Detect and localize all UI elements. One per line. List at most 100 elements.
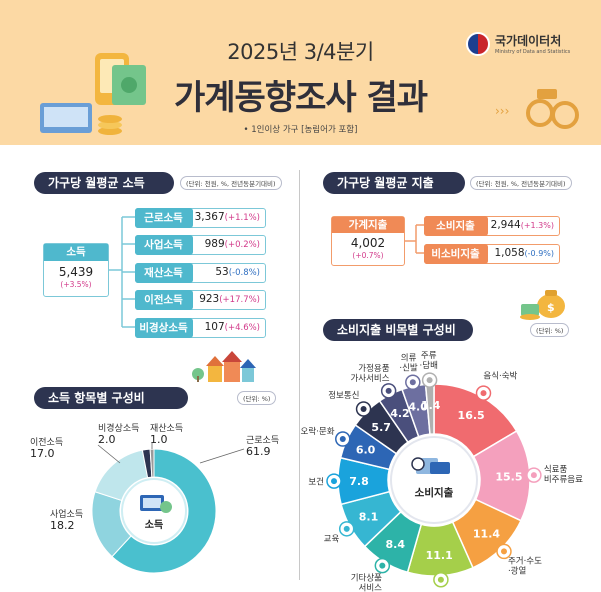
income-item-amount: 107	[204, 321, 225, 333]
income-total-value: 5,439	[58, 265, 94, 279]
income-item: 이전소득 923(+17.7%)	[134, 289, 266, 310]
slice-value: 11.4	[473, 528, 500, 541]
slice-label: 근로소득	[246, 435, 279, 446]
page-title: 가계동향조사 결과	[173, 78, 428, 118]
slice-label: 재산소득	[150, 423, 183, 434]
consumption-composition-unit: (단위: %)	[530, 323, 570, 337]
expense-total-box: 가계지출 4,002 (+0.7%)	[331, 216, 405, 266]
leader-line	[97, 444, 121, 464]
scope-note: • 1인이상 가구 [농림어가 포함]	[243, 125, 358, 135]
category-icon-dot	[409, 379, 416, 386]
houses-illustration	[192, 351, 256, 382]
consumption-composition-chart: 16.5음식·숙박15.5식료품비주류음료11.4주거·수도·광열11.1교통·…	[301, 351, 584, 592]
consumption-composition-title: 소비지출 비목별 구성비	[323, 319, 473, 341]
income-item: 재산소득 53(-0.8%)	[134, 262, 266, 283]
slice-value: 8.1	[359, 511, 379, 524]
income-section-title: 가구당 월평균 소득	[34, 172, 174, 194]
expense-item: 소비지출 2,944(+1.3%)	[423, 215, 560, 236]
slice-value: 1.0	[150, 433, 168, 446]
taegeuk-icon	[466, 32, 490, 56]
category-icon-dot	[530, 472, 537, 479]
expense-item-amount: 1,058	[494, 247, 525, 259]
slice-value: 17.0	[30, 447, 55, 460]
income-total-box: 소득 5,439 (+3.5%)	[43, 243, 109, 297]
income-total-label: 소득	[44, 244, 108, 261]
org-subtitle: Ministry of Data and Statistics	[495, 49, 571, 55]
income-item-change: (+1.1%)	[224, 213, 260, 223]
slice-value: 1.4	[421, 399, 441, 412]
income-item-value: 3,367(+1.1%)	[195, 209, 260, 227]
income-item-label: 재산소득	[134, 262, 193, 283]
income-item: 근로소득 3,367(+1.1%)	[134, 207, 266, 228]
income-item-change: (+4.6%)	[224, 323, 260, 333]
expense-item-change: (-0.9%)	[524, 249, 554, 258]
income-item-value: 107(+4.6%)	[205, 319, 260, 337]
income-item-amount: 3,367	[194, 211, 225, 223]
slice-label: 주거·수도 ·광열	[508, 557, 542, 577]
slice-value: 15.5	[495, 470, 522, 483]
expense-item-label: 소비지출	[423, 215, 488, 236]
income-item-amount: 923	[199, 293, 220, 305]
slice-label: 가정용품 가사서비스	[350, 363, 389, 384]
category-icon-dot	[343, 525, 350, 532]
chart-icon	[140, 495, 172, 513]
donut-center-label: 소득	[145, 519, 163, 531]
slice-value: 61.9	[246, 445, 271, 458]
expense-unit: (단위: 천원, %, 전년동분기대비)	[470, 176, 572, 190]
column-divider	[299, 170, 300, 580]
slice-label: 주류 ·담배	[420, 351, 438, 371]
slice-label: 교육	[324, 535, 340, 545]
slice-label: 비경상소득	[98, 422, 139, 434]
slice-value: 5.7	[371, 421, 391, 434]
pie-slice	[149, 448, 155, 478]
income-item-value: 989(+0.2%)	[205, 236, 260, 254]
income-item-amount: 989	[204, 238, 225, 250]
expense-item-label: 비소비지출	[423, 243, 488, 264]
expense-total-label: 가계지출	[332, 217, 404, 233]
category-icon-dot	[480, 390, 487, 397]
slice-value: 18.2	[50, 519, 75, 532]
income-item-label: 비경상소득	[134, 317, 193, 338]
slice-label: 보건	[308, 476, 324, 487]
expense-total-change: (+0.7%)	[352, 251, 384, 260]
org-logo: 국가데이터처 Ministry of Data and Statistics	[466, 30, 586, 62]
pie-slice	[111, 448, 217, 574]
slice-value: 6.0	[356, 443, 376, 456]
category-icon-dot	[500, 548, 507, 555]
income-total-change: (+3.5%)	[60, 280, 92, 289]
category-icon-dot	[437, 576, 444, 583]
donut-center-label: 소비지출	[415, 486, 454, 499]
income-unit: (단위: 천원, %, 전년동분기대비)	[180, 176, 282, 190]
report-period: 2025년 3/4분기	[227, 40, 374, 64]
income-item-label: 이전소득	[134, 289, 193, 310]
slice-value: 16.5	[458, 409, 485, 422]
slice-value: 8.4	[386, 538, 406, 551]
slice-label: 사업소득	[50, 509, 83, 520]
income-item: 비경상소득 107(+4.6%)	[134, 317, 266, 338]
expense-item-change: (+1.3%)	[520, 221, 554, 230]
slice-label: 기타상품 서비스	[351, 573, 382, 592]
expense-item-amount: 2,944	[490, 219, 521, 231]
slice-label: 이전소득	[30, 437, 63, 448]
income-composition-title: 소득 항목별 구성비	[34, 387, 188, 409]
income-item-change: (-0.8%)	[228, 268, 260, 278]
income-item: 사업소득 989(+0.2%)	[134, 234, 266, 255]
category-icon-dot	[379, 562, 386, 569]
slice-value: 4.2	[390, 407, 410, 420]
income-item-change: (+0.2%)	[224, 240, 260, 250]
money-bag-illustration: $	[520, 290, 565, 320]
category-icon-dot	[360, 406, 367, 413]
category-icon-dot	[339, 436, 346, 443]
income-item-amount: 53	[215, 266, 229, 278]
slice-label: 의류 ·신발	[399, 353, 418, 374]
income-item-change: (+17.7%)	[219, 295, 260, 305]
svg-text:›››: ›››	[495, 104, 509, 118]
income-item-label: 사업소득	[134, 234, 193, 255]
slice-label: 음식·숙박	[483, 371, 517, 382]
expense-item-value: 1,058(-0.9%)	[494, 245, 554, 262]
expense-total-value: 4,002	[350, 236, 386, 250]
income-item-value: 53(-0.8%)	[215, 264, 260, 282]
slice-label: 식료품 비주류음료	[544, 465, 583, 485]
expense-item: 비소비지출 1,058(-0.9%)	[423, 243, 560, 264]
